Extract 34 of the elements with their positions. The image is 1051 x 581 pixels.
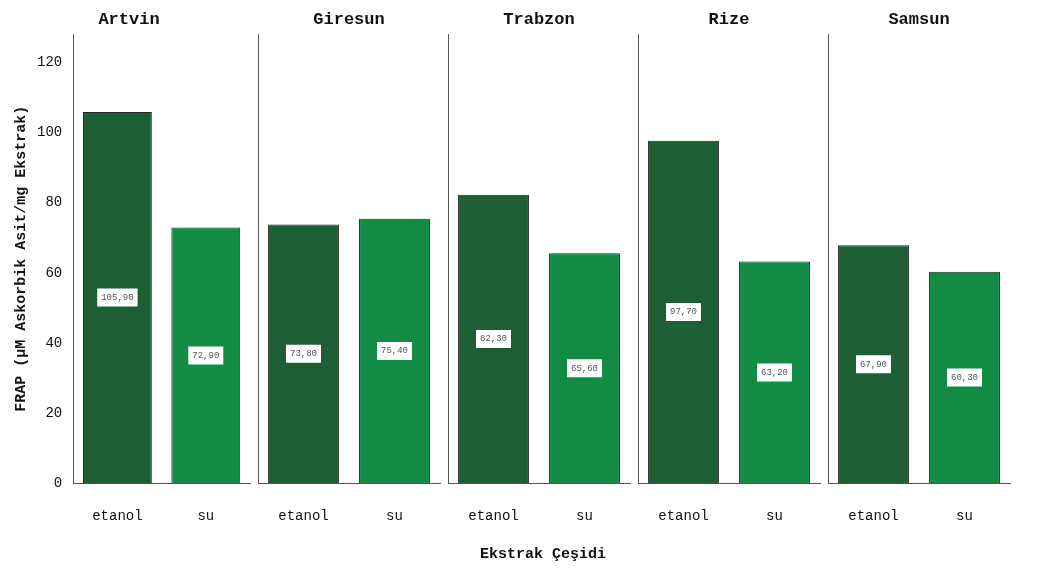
x-tick-label: etanol: [658, 508, 709, 525]
x-tick-label: su: [766, 508, 783, 525]
y-tick-label: 0: [53, 474, 63, 491]
y-tick-label: 40: [45, 334, 63, 351]
x-tick-label: etanol: [92, 508, 143, 525]
data-label: 60,30: [950, 372, 979, 383]
x-tick-label: su: [576, 508, 593, 525]
x-tick-label: etanol: [278, 508, 329, 525]
chart-title: Rize: [708, 10, 750, 30]
chart-title: Trabzon: [503, 10, 575, 30]
data-label: 82,30: [479, 334, 508, 345]
data-label: 105,90: [101, 292, 134, 303]
y-tick-label: 60: [45, 264, 63, 281]
x-tick-label: etanol: [468, 508, 519, 525]
x-tick-label: su: [197, 508, 215, 525]
y-tick-label: 20: [45, 404, 63, 421]
y-tick-label: 80: [45, 194, 63, 211]
y-tick-label: 120: [36, 54, 63, 71]
chart-title: Giresun: [313, 10, 385, 30]
y-tick-label: 100: [36, 124, 63, 141]
x-tick-label: su: [386, 508, 403, 525]
data-label: 63,20: [760, 367, 789, 378]
data-label: 67,90: [859, 359, 888, 370]
y-axis-title: FRAP (µM Askorbik Asit/mg Ekstrak): [12, 105, 30, 412]
x-tick-label: etanol: [848, 508, 899, 525]
data-label: 75,40: [380, 346, 409, 357]
x-axis-title: Ekstrak Çeşidi: [479, 546, 607, 563]
data-label: 97,70: [669, 307, 698, 318]
data-label: 73,80: [289, 349, 318, 360]
chart-title: Samsun: [888, 10, 950, 30]
x-tick-label: su: [956, 508, 973, 525]
data-label: 65,60: [570, 363, 599, 374]
data-label: 72,90: [192, 350, 220, 361]
chart-title: Artvin: [98, 10, 160, 30]
